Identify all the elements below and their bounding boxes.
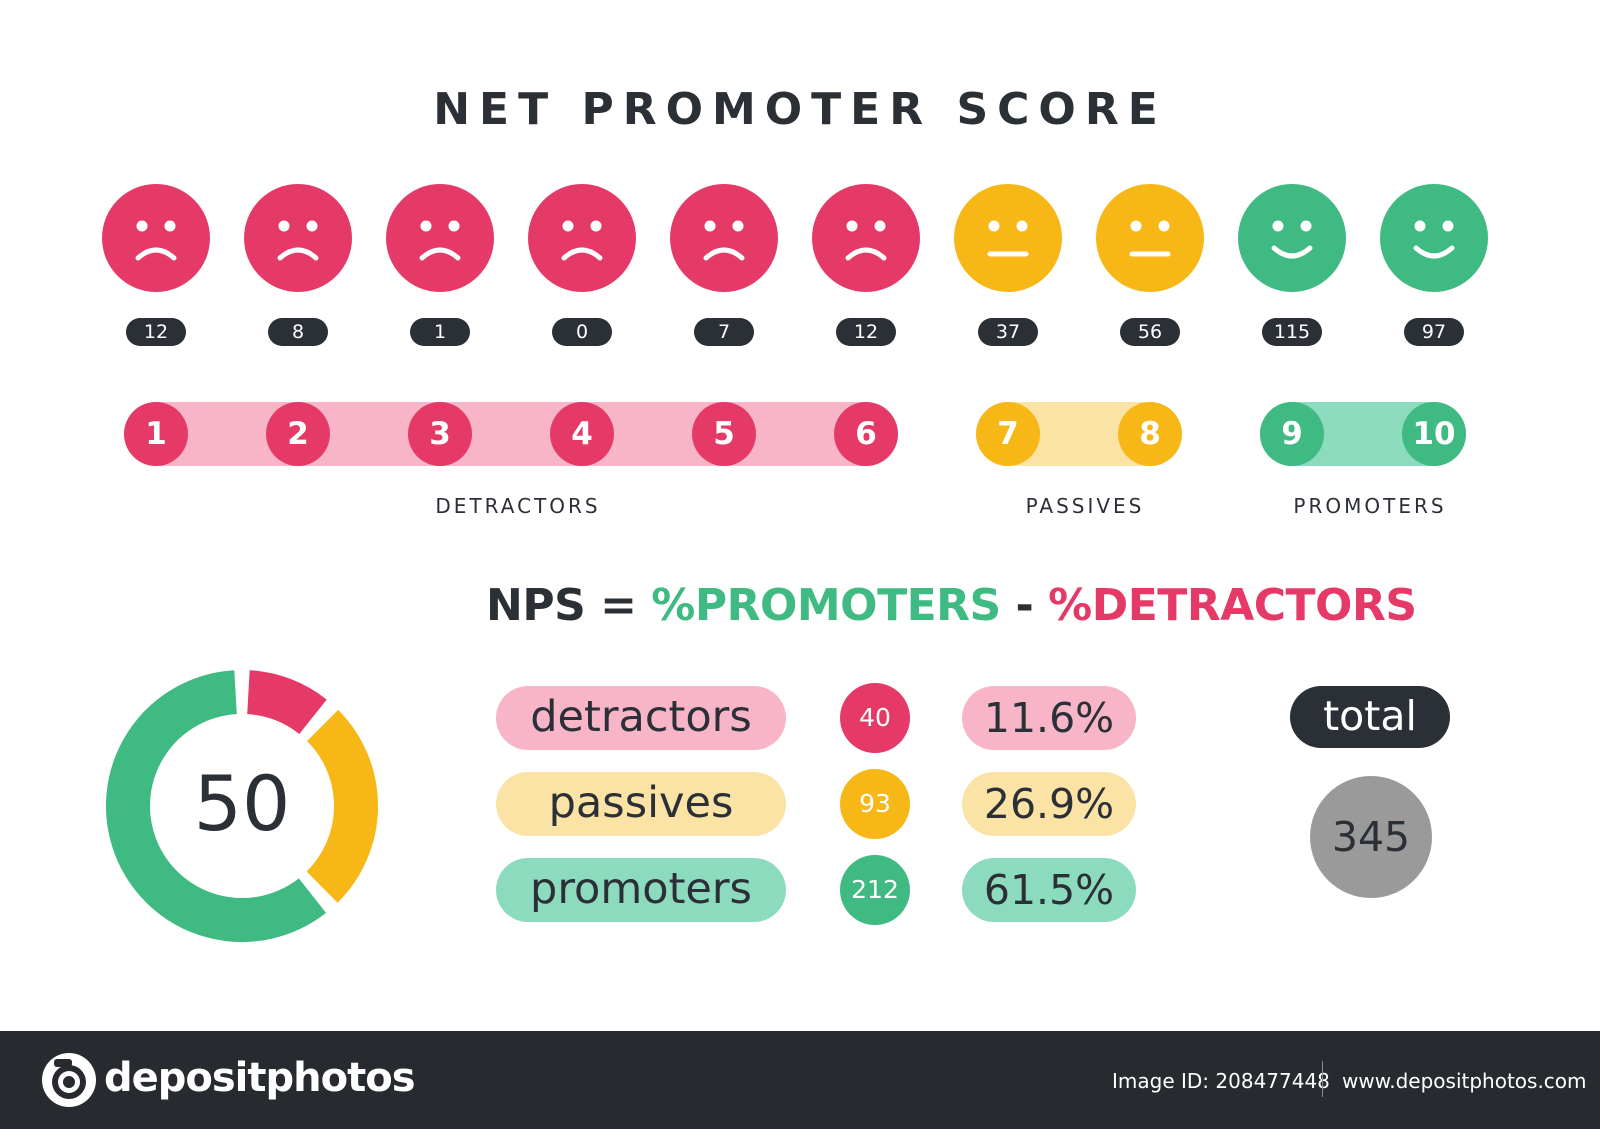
rating-count-4: 0 — [552, 318, 612, 346]
score-dot-10: 10 — [1402, 402, 1466, 466]
nps-gauge: 50 — [106, 670, 378, 942]
sad-face-icon — [528, 184, 636, 292]
score-dot-3: 3 — [408, 402, 472, 466]
happy-face-icon — [1380, 184, 1488, 292]
score-dot-5: 5 — [692, 402, 756, 466]
rating-count-10: 97 — [1404, 318, 1464, 346]
happy-face-icon — [1238, 184, 1346, 292]
score-dot-8: 8 — [1118, 402, 1182, 466]
score-dot-6: 6 — [834, 402, 898, 466]
breakdown-label-detractors: detractors — [496, 686, 786, 750]
footer-image-id: Image ID: 208477448 — [1112, 1069, 1330, 1093]
sad-face-icon — [102, 184, 210, 292]
footer-url: www.depositphotos.com — [1342, 1069, 1587, 1093]
nps-formula: NPS = %PROMOTERS - %DETRACTORS — [486, 580, 1456, 631]
rating-count-6: 12 — [836, 318, 896, 346]
rating-count-8: 56 — [1120, 318, 1180, 346]
breakdown-count-passives: 93 — [840, 769, 910, 839]
formula-detractors: %DETRACTORS — [1048, 580, 1417, 631]
sad-face-icon — [386, 184, 494, 292]
rating-count-5: 7 — [694, 318, 754, 346]
camera-logo-icon — [42, 1053, 96, 1107]
score-dot-2: 2 — [266, 402, 330, 466]
sad-face-icon — [812, 184, 920, 292]
formula-equals: = — [585, 580, 652, 631]
rating-count-1: 12 — [126, 318, 186, 346]
footer-divider — [1322, 1061, 1323, 1097]
group-label-detractors: DETRACTORS — [435, 494, 601, 518]
breakdown-label-passives: passives — [496, 772, 786, 836]
gauge-segment-passives — [306, 709, 378, 903]
rating-count-7: 37 — [978, 318, 1038, 346]
score-dot-1: 1 — [124, 402, 188, 466]
score-dot-9: 9 — [1260, 402, 1324, 466]
breakdown-count-promoters: 212 — [840, 855, 910, 925]
footer-bar: depositphotos Image ID: 208477448 www.de… — [0, 1031, 1600, 1129]
score-dot-7: 7 — [976, 402, 1040, 466]
score-dot-4: 4 — [550, 402, 614, 466]
formula-nps: NPS — [486, 580, 586, 631]
gauge-segment-detractors — [246, 670, 327, 735]
footer-brand: depositphotos — [104, 1055, 416, 1101]
total-value: 345 — [1310, 776, 1432, 898]
breakdown-percent-passives: 26.9% — [962, 772, 1136, 836]
rating-count-9: 115 — [1262, 318, 1322, 346]
rating-count-2: 8 — [268, 318, 328, 346]
breakdown-percent-detractors: 11.6% — [962, 686, 1136, 750]
breakdown-count-detractors: 40 — [840, 683, 910, 753]
group-label-passives: PASSIVES — [1025, 494, 1145, 518]
page-title: NET PROMOTER SCORE — [433, 84, 1167, 135]
sad-face-icon — [670, 184, 778, 292]
formula-minus: - — [1000, 580, 1049, 631]
neutral-face-icon — [1096, 184, 1204, 292]
breakdown-percent-promoters: 61.5% — [962, 858, 1136, 922]
gauge-value: 50 — [194, 759, 291, 848]
gauge-segment-promoters — [106, 670, 326, 942]
rating-count-3: 1 — [410, 318, 470, 346]
neutral-face-icon — [954, 184, 1062, 292]
total-label: total — [1290, 686, 1450, 748]
sad-face-icon — [244, 184, 352, 292]
formula-promoters: %PROMOTERS — [651, 580, 1001, 631]
group-label-promoters: PROMOTERS — [1293, 494, 1447, 518]
breakdown-label-promoters: promoters — [496, 858, 786, 922]
detractors-band — [124, 402, 898, 466]
